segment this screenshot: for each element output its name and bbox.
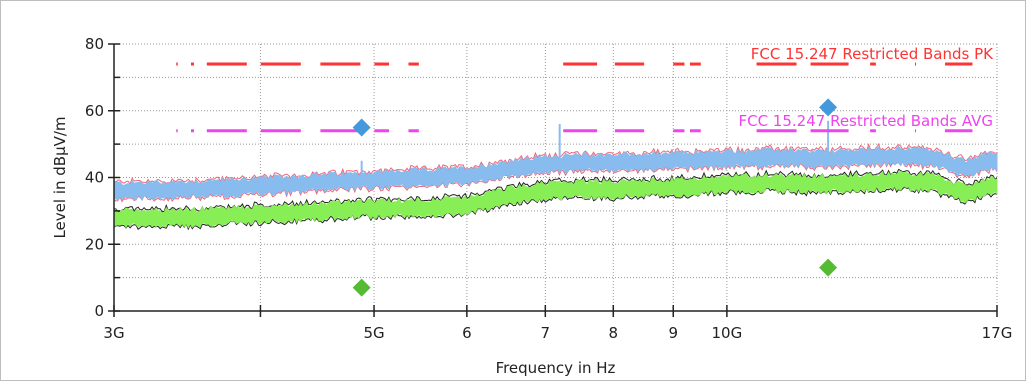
limit-label: FCC 15.247 Restricted Bands PK bbox=[751, 45, 994, 63]
y-tick-label: 20 bbox=[85, 235, 104, 253]
marker-diamond bbox=[352, 118, 371, 137]
trace-series-2 bbox=[113, 168, 998, 231]
axes bbox=[108, 43, 998, 317]
x-tick-label: 8 bbox=[609, 324, 619, 342]
marker-diamond bbox=[352, 278, 371, 297]
final-markers bbox=[352, 98, 838, 297]
limit-label: FCC 15.247 Restricted Bands AVG bbox=[738, 112, 993, 130]
x-tick-label: 6 bbox=[462, 324, 472, 342]
trace-band bbox=[113, 170, 998, 229]
y-tick-label: 40 bbox=[85, 169, 104, 187]
x-tick-label: 17G bbox=[982, 324, 1013, 342]
trace-edge-top bbox=[113, 168, 998, 213]
trace-series-1 bbox=[113, 142, 998, 203]
y-tick-label: 60 bbox=[85, 102, 104, 120]
x-tick-label: 10G bbox=[712, 324, 743, 342]
trace-band bbox=[113, 145, 998, 202]
x-tick-label: 7 bbox=[541, 324, 551, 342]
marker-diamond bbox=[819, 258, 838, 277]
y-tick-label: 0 bbox=[94, 302, 104, 320]
labels: FCC 15.247 Restricted Bands PK FCC 15.247… bbox=[51, 35, 1012, 377]
x-axis-title: Frequency in Hz bbox=[496, 359, 616, 377]
trace-edge-top bbox=[113, 142, 998, 185]
marker-diamond bbox=[819, 98, 838, 117]
y-axis-title: Level in dBµV/m bbox=[51, 116, 69, 238]
x-tick-label: 9 bbox=[668, 324, 678, 342]
x-tick-label: 5G bbox=[363, 324, 384, 342]
trace-layer bbox=[113, 120, 998, 231]
trace-edge-bottom bbox=[113, 185, 998, 231]
x-tick-label: 3G bbox=[103, 324, 124, 342]
y-tick-label: 80 bbox=[85, 35, 104, 53]
limit-lines bbox=[176, 62, 973, 133]
